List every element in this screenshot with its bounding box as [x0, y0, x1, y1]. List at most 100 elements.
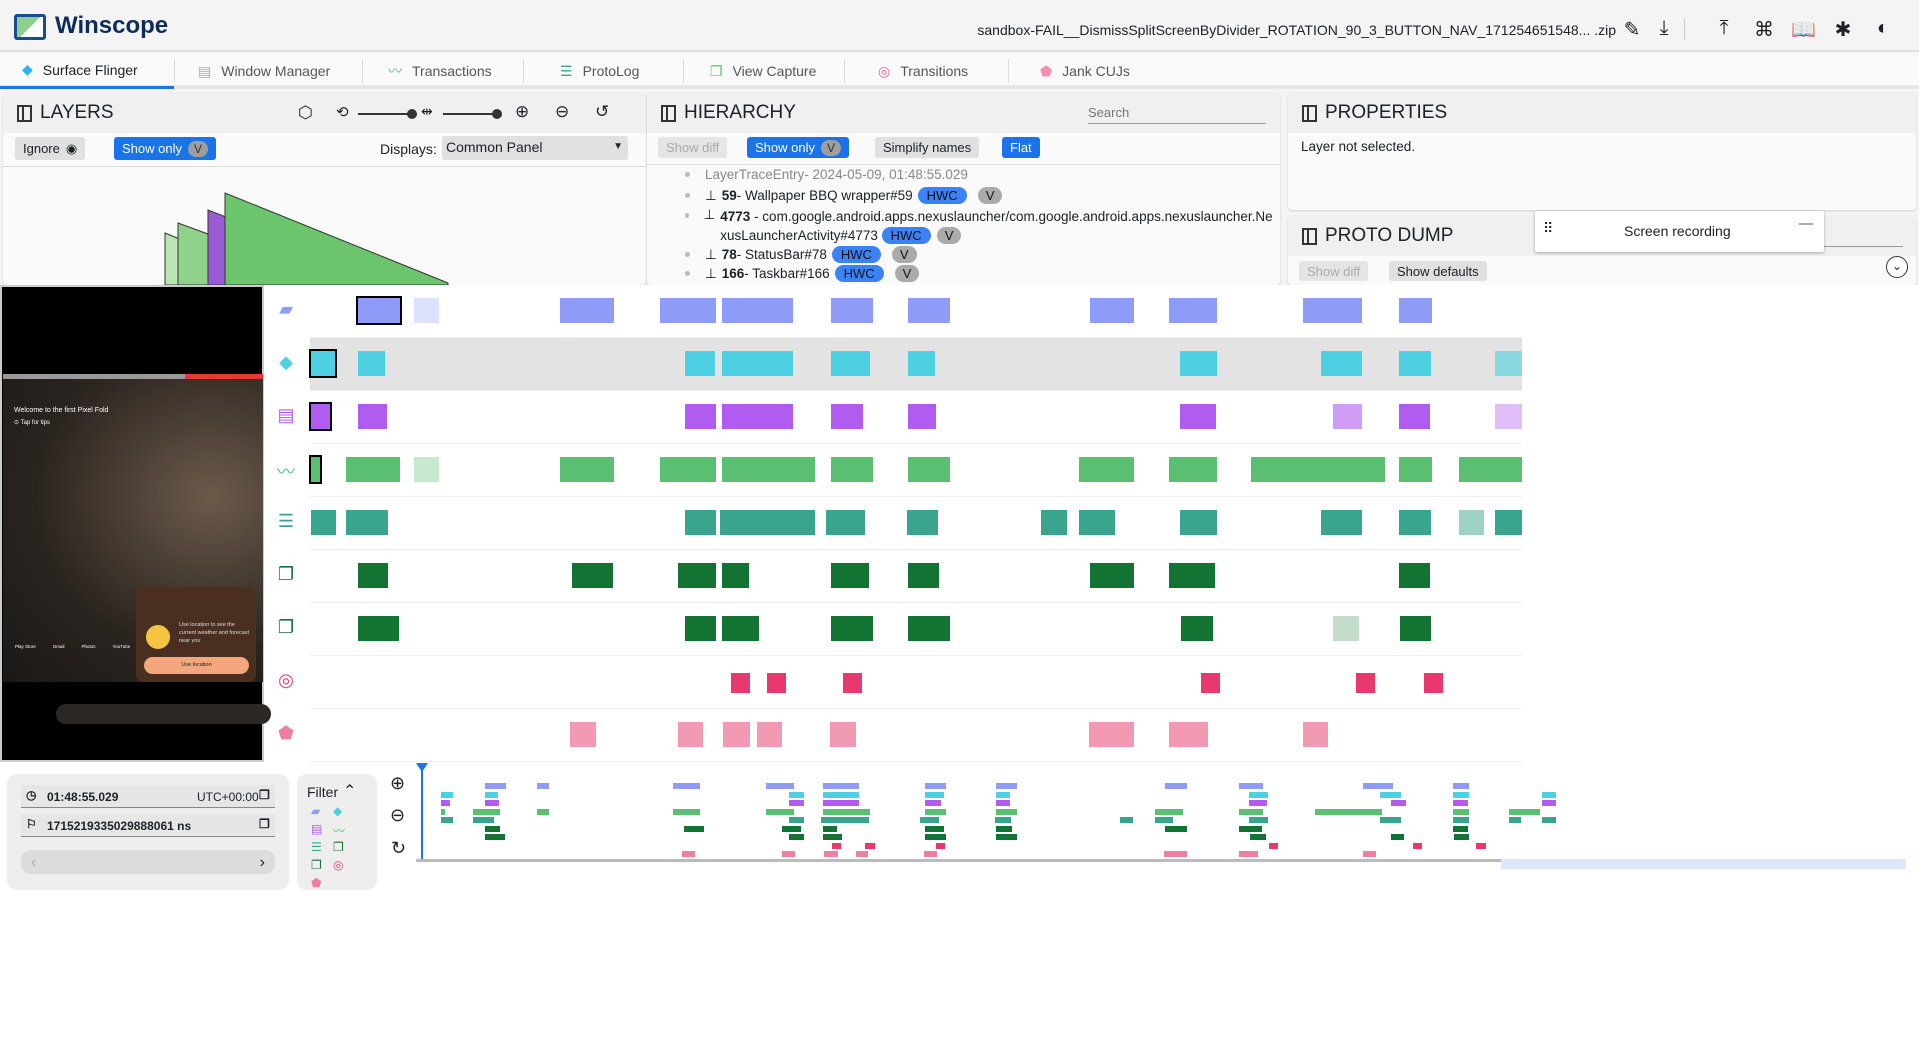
show-defaults-button[interactable]: Show defaults: [1389, 261, 1487, 281]
hierarchy-search-input[interactable]: Search: [1088, 105, 1266, 124]
timeline-entry[interactable]: [685, 510, 716, 535]
filter-video-icon[interactable]: ▰: [311, 804, 321, 818]
timeline-entry[interactable]: [1079, 510, 1115, 535]
timeline-entry[interactable]: [1333, 616, 1359, 641]
filter-layers-icon[interactable]: ◆: [333, 804, 343, 818]
simplify-names-button[interactable]: Simplify names: [875, 137, 980, 158]
timeline-entry[interactable]: [722, 616, 759, 641]
tree-item[interactable]: ⊥ 59 - Wallpaper BBQ wrapper#59 HWC V: [685, 187, 1003, 204]
tab-jank-cujs[interactable]: ⬟ Jank CUJs: [1018, 53, 1130, 89]
tab-transitions[interactable]: ◎ Transitions: [856, 53, 968, 89]
timeline-entry[interactable]: [358, 351, 385, 376]
timeline-entry[interactable]: [1180, 510, 1217, 535]
timeline-entry[interactable]: [356, 296, 402, 325]
tree-item[interactable]: ⊥ 4773 - com.google.android.apps.nexuslau…: [685, 207, 1275, 245]
pin-icon[interactable]: ⊥: [705, 187, 717, 203]
screen-recording-overlay[interactable]: ⠿ Screen recording: [1535, 211, 1824, 252]
timeline-entry[interactable]: [908, 404, 936, 429]
timeline-entry[interactable]: [346, 510, 388, 535]
timeline-entry[interactable]: [660, 298, 716, 323]
upload-icon[interactable]: ⤒: [1719, 17, 1729, 39]
timeline-entry[interactable]: [1400, 616, 1431, 641]
timeline-entry[interactable]: [1399, 351, 1431, 376]
timeline-entry[interactable]: [358, 404, 387, 429]
flat-button[interactable]: Flat: [1002, 137, 1040, 158]
collapse-icon[interactable]: [17, 104, 32, 122]
timeline-entry[interactable]: [831, 351, 870, 376]
timeline-entry[interactable]: [722, 298, 793, 323]
timeline-entry[interactable]: [908, 563, 939, 588]
timeline-entry[interactable]: [826, 510, 865, 535]
copy-icon[interactable]: ❐: [259, 788, 270, 802]
pin-icon[interactable]: ⊥: [703, 207, 716, 222]
show-only-button[interactable]: Show only V: [114, 137, 216, 160]
rotate-icon[interactable]: ⟲: [336, 104, 349, 121]
timeline-entry[interactable]: [1169, 563, 1215, 588]
zoom-in-icon[interactable]: ⊕: [515, 102, 530, 121]
timeline-entry[interactable]: [830, 722, 856, 747]
timeline-row[interactable]: [309, 338, 1522, 391]
timeline-entry[interactable]: [1399, 298, 1432, 323]
prev-entry-button[interactable]: ‹: [31, 854, 37, 871]
timeline-row[interactable]: [310, 550, 1522, 603]
timeline-entry[interactable]: [1459, 457, 1522, 482]
timeline-entry[interactable]: [907, 510, 938, 535]
ns-field[interactable]: ⚐ 1715219335029888061 ns ❐: [21, 814, 275, 837]
timeline-entry[interactable]: [1495, 510, 1522, 535]
displays-select[interactable]: Common Panel ▼: [442, 136, 628, 160]
show-diff-button[interactable]: Show diff: [1299, 261, 1369, 281]
timeline-entry[interactable]: [1333, 404, 1362, 429]
timeline-row[interactable]: [310, 656, 1522, 709]
timeline-entry[interactable]: [570, 722, 596, 747]
timeline-entry[interactable]: [831, 563, 869, 588]
shortcuts-icon[interactable]: ⌘: [1754, 19, 1774, 41]
timeline-entry[interactable]: [831, 404, 863, 429]
timeline-row[interactable]: [309, 444, 1522, 497]
collapse-icon[interactable]: [661, 104, 676, 122]
mini-timeline[interactable]: [420, 763, 1919, 863]
timeline-entry[interactable]: [843, 673, 862, 693]
collapse-icon[interactable]: [1302, 104, 1317, 122]
timeline-entry[interactable]: [1251, 457, 1385, 482]
timeline-entry[interactable]: [908, 616, 950, 641]
ignore-button[interactable]: Ignore ◉: [15, 137, 86, 160]
cursor-handle[interactable]: [416, 763, 428, 772]
timeline-entry[interactable]: [309, 455, 322, 484]
tab-window-manager[interactable]: ▤ Window Manager: [176, 53, 330, 89]
timeline-entry[interactable]: [722, 404, 793, 429]
tree-item[interactable]: ⊥ 78 - StatusBar#78 HWC V: [685, 246, 917, 263]
timeline-entry[interactable]: [358, 616, 399, 641]
zoom-out-icon[interactable]: ⊖: [390, 805, 406, 825]
rotation-slider[interactable]: [358, 109, 417, 119]
timeline-entry[interactable]: [1459, 510, 1484, 535]
timeline-entry[interactable]: [1090, 298, 1134, 323]
reset-zoom-icon[interactable]: ↻: [391, 838, 407, 858]
timeline-entry[interactable]: [346, 457, 400, 482]
cube-icon[interactable]: ⬡: [298, 103, 313, 122]
timeline-entry[interactable]: [1169, 722, 1208, 747]
timeline-entry[interactable]: [908, 457, 950, 482]
expand-icon[interactable]: ⌄: [1886, 256, 1908, 278]
timeline-entry[interactable]: [678, 722, 703, 747]
timeline-entry[interactable]: [311, 510, 336, 535]
filter-rings-icon[interactable]: ◎: [333, 858, 344, 872]
download-icon[interactable]: ⤓: [1659, 17, 1669, 39]
timeline-entry[interactable]: [678, 563, 716, 588]
timeline-entry[interactable]: [1181, 616, 1213, 641]
zoom-in-icon[interactable]: ⊕: [390, 773, 406, 793]
timeline-row[interactable]: [310, 709, 1522, 762]
timeline-entry[interactable]: [685, 616, 716, 641]
timeline-row[interactable]: [309, 391, 1522, 444]
timeline-scrollbar[interactable]: [416, 859, 1906, 869]
timeline-entry[interactable]: [1356, 673, 1375, 693]
timeline-row[interactable]: [310, 603, 1522, 656]
next-entry-button[interactable]: ›: [259, 854, 265, 871]
timeline-entry[interactable]: [560, 457, 614, 482]
filter-label-icon[interactable]: ⬟: [311, 876, 322, 890]
timeline-entry[interactable]: [685, 351, 715, 376]
timeline-entry[interactable]: [1321, 351, 1362, 376]
timeline-entry[interactable]: [831, 298, 873, 323]
timeline-entry[interactable]: [908, 298, 950, 323]
docs-icon[interactable]: 📖: [1791, 19, 1816, 41]
timeline-entry[interactable]: [722, 457, 815, 482]
